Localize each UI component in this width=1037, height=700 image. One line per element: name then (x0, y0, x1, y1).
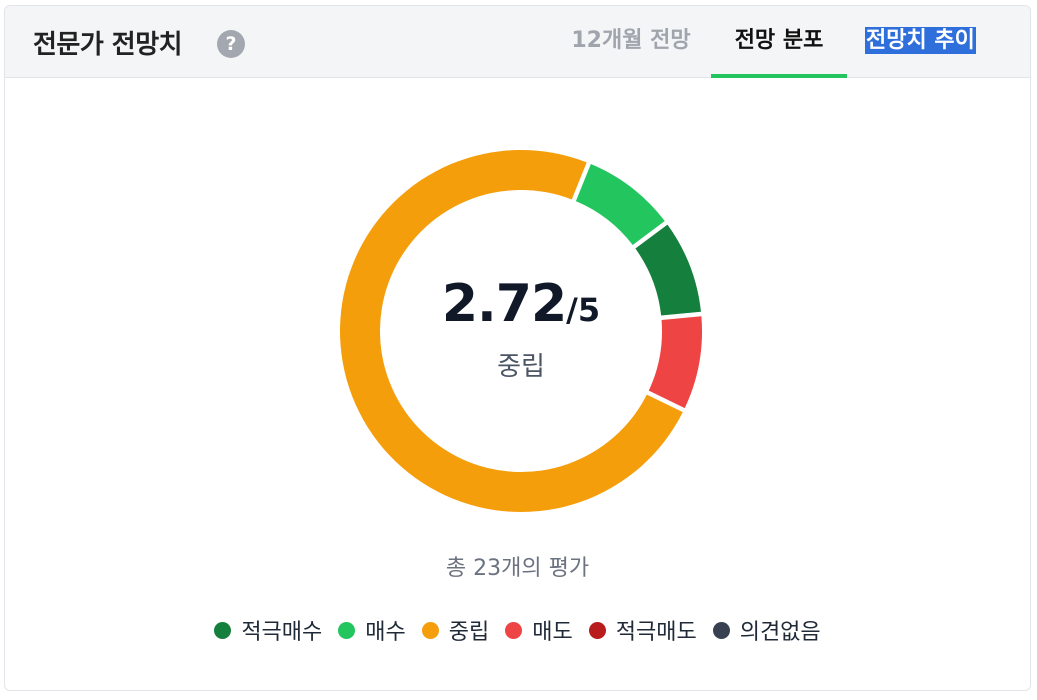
rating-label: 중립 (497, 352, 545, 382)
rating-donut-chart (340, 150, 702, 513)
card-title: 전문가 전망치 (33, 30, 183, 60)
legend-dot-strong-buy (214, 621, 232, 639)
analyst-forecast-card: 전문가 전망치 ? 12개월 전망 전망 분포 전망치 추이 2.72/5 중립… (4, 5, 1031, 691)
legend-dot-sell (505, 621, 523, 639)
average-score: 2.72/5 (341, 274, 701, 334)
legend-label: 적극매수 (241, 620, 323, 645)
donut-slice-strong-buy[interactable] (635, 224, 701, 316)
donut-slice-buy[interactable] (575, 164, 665, 245)
legend-item-no-opinion: 의견없음 (712, 614, 821, 646)
legend-dot-buy (338, 621, 356, 639)
legend-item-strong-sell: 적극매도 (588, 614, 697, 646)
legend-dot-hold (421, 621, 439, 639)
tab-forecast-trend-label: 전망치 추이 (865, 27, 976, 54)
legend-item-sell: 매도 (505, 614, 573, 646)
chart-legend: 적극매수 매수 중립 매도 적극매도 의견없음 (5, 614, 1030, 646)
legend-label: 의견없음 (739, 620, 821, 645)
score-max: /5 (566, 291, 601, 329)
legend-dot-no-opinion (712, 621, 730, 639)
legend-item-buy: 매수 (338, 614, 406, 646)
tab-forecast-distribution[interactable]: 전망 분포 (711, 6, 847, 78)
legend-label: 매도 (532, 620, 573, 645)
legend-label: 매수 (365, 620, 406, 645)
legend-item-hold: 중립 (421, 614, 490, 646)
legend-item-strong-buy: 적극매수 (214, 614, 322, 646)
legend-dot-strong-sell (588, 621, 606, 639)
tab-12-month-forecast[interactable]: 12개월 전망 (571, 28, 691, 53)
card-header: 전문가 전망치 ? 12개월 전망 전망 분포 전망치 추이 (5, 6, 1030, 78)
legend-label: 중립 (448, 620, 490, 645)
score-value: 2.72 (441, 274, 567, 334)
total-ratings-count: 총 23개의 평가 (445, 556, 590, 581)
tab-forecast-trend[interactable]: 전망치 추이 (865, 6, 976, 78)
donut-slice-sell[interactable] (648, 316, 702, 409)
help-icon[interactable]: ? (217, 30, 245, 58)
legend-label: 적극매도 (615, 620, 697, 645)
